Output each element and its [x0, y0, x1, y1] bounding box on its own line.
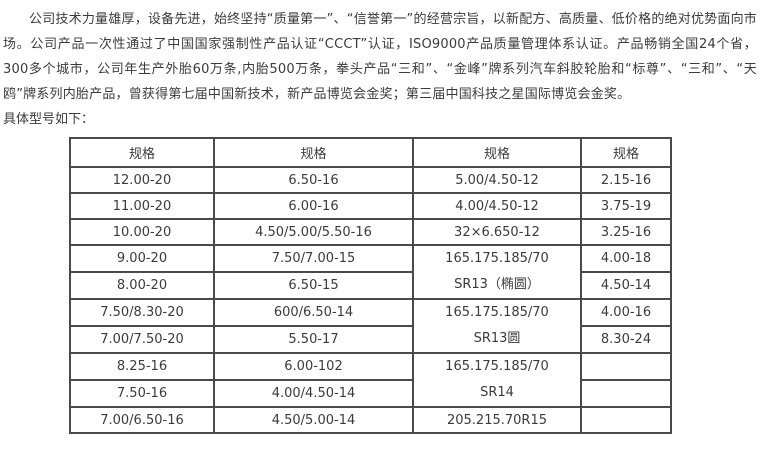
- table-cell: 10.00-20: [69, 218, 215, 246]
- table-cell: 7.50/7.00-15: [213, 244, 414, 273]
- table-cell: 6.00-16: [213, 192, 414, 220]
- header-cell-1: 规格: [69, 137, 215, 168]
- table-cell: 7.00/7.50-20: [69, 325, 215, 354]
- table-cell: 3.75-19: [580, 192, 672, 220]
- table-cell: 7.50/8.30-20: [69, 298, 215, 327]
- table-cell: 32×6.650-12: [412, 218, 582, 246]
- page: 公司技术力量雄厚，设备先进，始终坚持“质量第一”、“信誉第一”的经营宗旨，以新配…: [3, 12, 757, 434]
- table-cell: 4.50-14: [580, 271, 672, 300]
- table-cell: 12.00-20: [69, 166, 215, 194]
- table-row: 7.00/7.50-20 5.50-17 8.30-24: [69, 325, 672, 354]
- table-cell: 5.00/4.50-12: [412, 166, 582, 194]
- table-cell: 165.175.185/70 SR14: [412, 352, 582, 408]
- table-cell: 8.00-20: [69, 271, 215, 300]
- table-cell-line: 165.175.185/70: [445, 251, 549, 266]
- table-cell: 205.215.70R15: [412, 406, 582, 434]
- table-cell: 2.15-16: [580, 166, 672, 194]
- table-cell: 8.30-24: [580, 325, 672, 354]
- table-row: 8.00-20 6.50-15 4.50-14: [69, 271, 672, 300]
- table-cell: [580, 406, 672, 434]
- table-cell: 8.25-16: [69, 352, 215, 381]
- table-cell: 6.50-16: [213, 166, 414, 194]
- table-cell: 165.175.185/70 SR13（椭圆）: [412, 244, 582, 300]
- spec-table-body: 12.00-20 6.50-16 5.00/4.50-12 2.15-16 11.00-…: [69, 166, 672, 434]
- table-row: 10.00-20 4.50/5.00/5.50-16 32×6.650-12 3.25…: [69, 218, 672, 246]
- header-cell-4: 规格: [580, 137, 672, 168]
- header-cell-3: 规格: [412, 137, 582, 168]
- table-cell: 4.00/4.50-12: [412, 192, 582, 220]
- table-cell: 6.00-102: [213, 352, 414, 381]
- spec-table: 规格 规格 规格 规格 12.00-20 6.50-16 5.00/4.50-12 2…: [69, 137, 672, 434]
- table-cell-line: SR14: [480, 385, 514, 400]
- table-cell: 7.00/6.50-16: [69, 406, 215, 434]
- table-cell: 4.50/5.00/5.50-16: [213, 218, 414, 246]
- table-cell-line: 165.175.185/70: [445, 305, 549, 320]
- table-row: 12.00-20 6.50-16 5.00/4.50-12 2.15-16: [69, 166, 672, 194]
- table-row: 11.00-20 6.00-16 4.00/4.50-12 3.75-19: [69, 192, 672, 220]
- table-row: 9.00-20 7.50/7.00-15 165.175.185/70 SR13（椭圆…: [69, 244, 672, 300]
- table-cell: 6.50-15: [213, 271, 414, 300]
- table-cell: 4.00-18: [580, 244, 672, 273]
- header-row: 规格 规格 规格 规格: [69, 137, 672, 168]
- table-cell-line: SR13（椭圆）: [454, 277, 540, 292]
- table-row: 8.25-16 6.00-102 165.175.185/70 SR14: [69, 352, 672, 408]
- table-row: 7.50-16 4.00/4.50-14: [69, 379, 672, 408]
- spec-table-head: 规格 规格 规格 规格: [69, 137, 672, 168]
- table-cell: 7.50-16: [69, 379, 215, 408]
- table-cell: 4.50/5.00-14: [213, 406, 414, 434]
- table-cell-line: SR13圆: [473, 331, 521, 346]
- table-cell: 5.50-17: [213, 325, 414, 354]
- table-cell: 3.25-16: [580, 218, 672, 246]
- table-cell: 9.00-20: [69, 244, 215, 273]
- table-cell: 600/6.50-14: [213, 298, 414, 327]
- table-cell-line: 165.175.185/70: [445, 359, 549, 374]
- table-row: 7.50/8.30-20 600/6.50-14 165.175.185/70 SR1…: [69, 298, 672, 354]
- table-cell: 11.00-20: [69, 192, 215, 220]
- table-cell: 4.00-16: [580, 298, 672, 327]
- header-cell-2: 规格: [213, 137, 414, 168]
- table-caption: 具体型号如下：: [3, 112, 95, 127]
- table-cell: 4.00/4.50-14: [213, 379, 414, 408]
- table-cell: [580, 352, 672, 381]
- table-row: 7.00/6.50-16 4.50/5.00-14 205.215.70R15: [69, 406, 672, 434]
- intro-paragraph: 公司技术力量雄厚，设备先进，始终坚持“质量第一”、“信誉第一”的经营宗旨，以新配…: [3, 12, 757, 102]
- table-cell: 165.175.185/70 SR13圆: [412, 298, 582, 354]
- table-cell: [580, 379, 672, 408]
